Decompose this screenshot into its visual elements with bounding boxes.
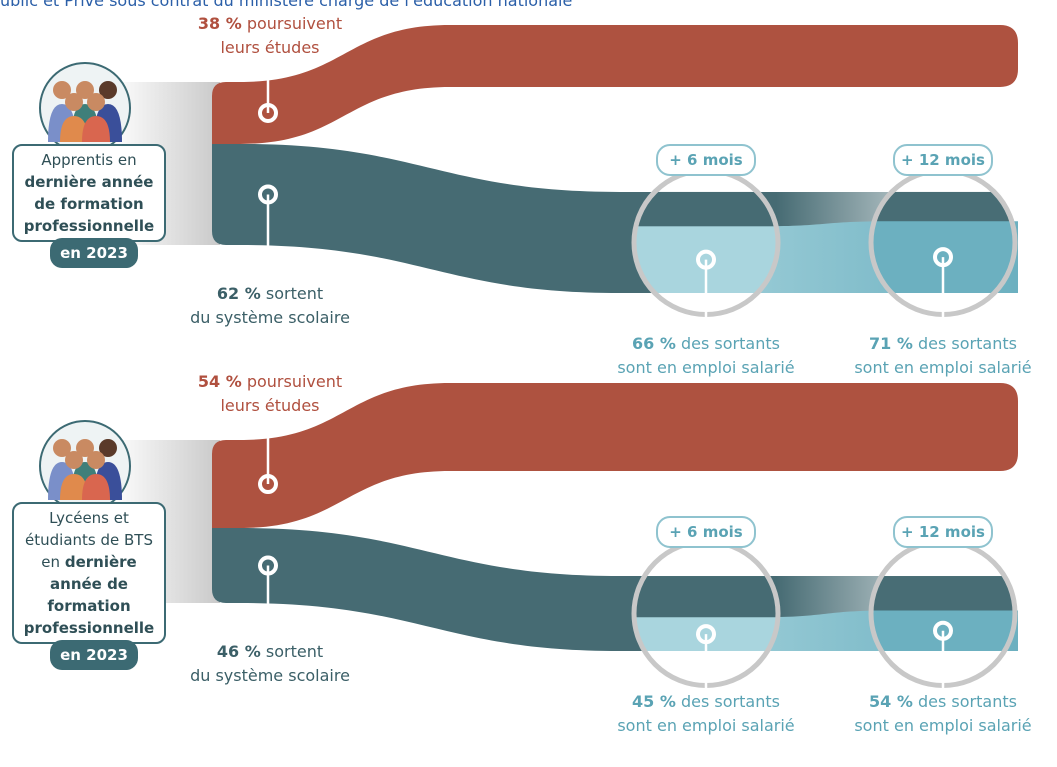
label-text: poursuivent (246, 372, 343, 391)
icon-head (99, 439, 117, 457)
group-plain: Apprentis en (41, 151, 137, 169)
icon-body (60, 116, 88, 142)
flow-continue (212, 25, 1018, 144)
icon-head (53, 439, 71, 457)
icon-head (65, 451, 83, 469)
icon-head (76, 439, 94, 457)
icon-head (53, 81, 71, 99)
period-pill: + 6 mois (656, 515, 756, 548)
group-bold: dernière année de formation professionne… (23, 173, 155, 235)
dot (258, 555, 278, 576)
label-text: sortent (265, 284, 324, 303)
label-text: des sortants (681, 692, 780, 711)
dot (258, 102, 278, 123)
label-line: du système scolaire (190, 306, 350, 330)
icon-head (99, 81, 117, 99)
label-text: du système scolaire (190, 666, 350, 685)
dot (696, 624, 716, 645)
label-text: leurs études (220, 38, 320, 57)
value-label: 54 % (869, 692, 913, 711)
icon-head (76, 81, 94, 99)
dot (258, 184, 278, 205)
period-pill: + 12 mois (893, 515, 993, 548)
label-line: 66 % des sortants (632, 332, 780, 356)
label-line: leurs études (220, 36, 319, 60)
group-label: Lycéens et étudiants de BTS en dernière … (12, 502, 166, 644)
label-text: sont en emploi salarié (617, 716, 795, 735)
period-pill: + 6 mois (656, 144, 756, 177)
label-text: sont en emploi salarié (854, 358, 1032, 377)
value-label: 71 % (869, 334, 913, 353)
subtitle: ublic et Privé sous contrat du ministère… (0, 0, 573, 10)
label-text: des sortants (681, 334, 780, 353)
dot (258, 474, 278, 495)
value-label: 45 % (632, 692, 676, 711)
flow-continue (212, 383, 1018, 529)
label-text: sortent (265, 642, 324, 661)
label-line: 54 % poursuivent (198, 370, 342, 394)
label-text: poursuivent (246, 14, 343, 33)
icon-body (82, 474, 110, 500)
group-plain: Lycéens et étudiants de BTS en (25, 509, 153, 571)
icon-body (82, 116, 110, 142)
icon-head (65, 93, 83, 111)
label-line: 46 % sortent (217, 640, 323, 664)
label-text: des sortants (918, 334, 1017, 353)
icon-head (87, 451, 105, 469)
group-label: Apprentis en dernière année de formation… (12, 144, 166, 242)
label-text: des sortants (918, 692, 1017, 711)
label-line: leurs études (220, 394, 319, 418)
label-line: 38 % poursuivent (198, 12, 342, 36)
label-line: 54 % des sortants (869, 690, 1017, 714)
dot (933, 620, 953, 641)
label-line: sont en emploi salarié (854, 356, 1031, 380)
value-label: 38 % (197, 14, 242, 33)
group-bold: dernière année de formation professionne… (23, 553, 155, 637)
label-text: leurs études (220, 396, 320, 415)
label-text: du système scolaire (190, 308, 350, 327)
year-pill: en 2023 (50, 238, 138, 268)
value-label: 62 % (216, 284, 261, 303)
icon-body (60, 474, 88, 500)
period-pill: + 12 mois (893, 144, 993, 177)
label-line: 62 % sortent (217, 282, 323, 306)
label-line: sont en emploi salarié (617, 356, 794, 380)
value-label: 54 % (197, 372, 242, 391)
label-text: sont en emploi salarié (617, 358, 795, 377)
label-line: 71 % des sortants (869, 332, 1017, 356)
value-label: 46 % (216, 642, 261, 661)
dot (696, 249, 716, 270)
label-line: sont en emploi salarié (854, 714, 1031, 738)
year-pill: en 2023 (50, 640, 138, 670)
dot (933, 247, 953, 268)
label-line: du système scolaire (190, 664, 350, 688)
value-label: 66 % (632, 334, 676, 353)
label-line: sont en emploi salarié (617, 714, 794, 738)
label-line: 45 % des sortants (632, 690, 780, 714)
label-text: sont en emploi salarié (854, 716, 1032, 735)
icon-head (87, 93, 105, 111)
